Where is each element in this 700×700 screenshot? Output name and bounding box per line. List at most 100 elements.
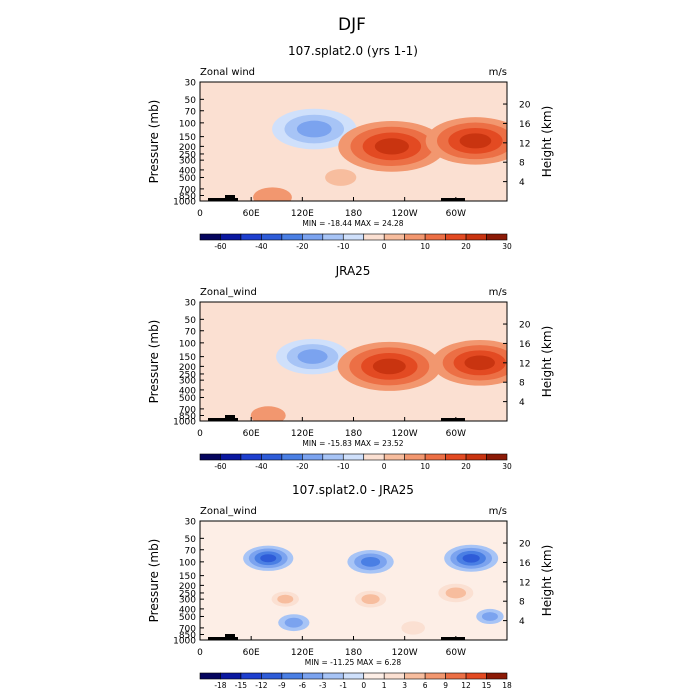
colorbar-box bbox=[486, 453, 508, 461]
p-tick-label: 250 bbox=[179, 150, 196, 160]
contour-region bbox=[433, 401, 462, 417]
colorbar-box bbox=[199, 672, 221, 680]
topography bbox=[441, 418, 465, 421]
colorbar-label: 12 bbox=[461, 681, 471, 690]
p-tick-label: 250 bbox=[179, 370, 196, 380]
colorbar-box bbox=[220, 453, 242, 461]
p-tick-label: 300 bbox=[179, 596, 196, 606]
p-tick-label: 150 bbox=[179, 133, 196, 143]
colorbar-box bbox=[199, 233, 221, 241]
p-tick-label: 1000 bbox=[173, 637, 196, 647]
colorbar-box bbox=[220, 233, 242, 241]
contour-region bbox=[372, 358, 406, 375]
x-tick-label: 120W bbox=[392, 429, 418, 439]
colorbar-box bbox=[486, 233, 508, 241]
p-tick-label: 400 bbox=[179, 605, 196, 615]
contour-region bbox=[481, 612, 498, 621]
y2-axis-label: Height (km) bbox=[540, 326, 554, 397]
field-background bbox=[200, 521, 507, 640]
colorbar-box bbox=[465, 453, 487, 461]
colorbar-box bbox=[281, 233, 303, 241]
units-label: m/s bbox=[489, 506, 507, 517]
p-tick-label: 200 bbox=[179, 143, 196, 153]
colorbar-label: -6 bbox=[299, 681, 307, 690]
height-tick-label: 12 bbox=[519, 139, 530, 149]
colorbar-box bbox=[302, 233, 324, 241]
x-tick-label: 60W bbox=[446, 429, 466, 439]
p-tick-label: 30 bbox=[185, 518, 197, 528]
p-tick-label: 150 bbox=[179, 353, 196, 363]
p-tick-label: 30 bbox=[185, 79, 197, 89]
panel-title: JRA25 bbox=[335, 264, 371, 278]
height-tick-label: 4 bbox=[519, 178, 525, 188]
colorbar-label: 10 bbox=[420, 242, 430, 251]
x-tick-label: 180 bbox=[345, 209, 362, 219]
colorbar-label: -15 bbox=[235, 681, 247, 690]
height-tick-label: 8 bbox=[519, 379, 525, 389]
colorbar-label: -60 bbox=[214, 242, 226, 251]
p-tick-label: 30 bbox=[185, 299, 197, 309]
colorbar-box bbox=[302, 453, 324, 461]
field-contours bbox=[253, 108, 507, 201]
p-tick-label: 200 bbox=[179, 582, 196, 592]
colorbar-box bbox=[322, 233, 344, 241]
x-tick-label: 60E bbox=[243, 648, 260, 658]
p-tick-label: 500 bbox=[179, 394, 196, 404]
height-tick-label: 16 bbox=[519, 120, 531, 130]
colorbar-box bbox=[220, 672, 242, 680]
colorbar-label: -40 bbox=[255, 242, 267, 251]
p-tick-label: 50 bbox=[185, 535, 197, 545]
contour-region bbox=[445, 587, 467, 599]
colorbar-label: -10 bbox=[337, 462, 349, 471]
colorbar-label: 0 bbox=[382, 242, 387, 251]
contour-region bbox=[361, 556, 381, 567]
contour-region bbox=[448, 177, 480, 195]
colorbar-label: 30 bbox=[502, 462, 512, 471]
colorbar-box bbox=[445, 453, 467, 461]
p-tick-label: 250 bbox=[179, 589, 196, 599]
colorbar-label: -12 bbox=[255, 681, 267, 690]
colorbar-box bbox=[240, 453, 262, 461]
figure-title: DJF bbox=[338, 15, 366, 35]
colorbar-label: 6 bbox=[423, 681, 428, 690]
colorbar-box bbox=[404, 672, 426, 680]
contour-region bbox=[284, 617, 303, 628]
p-tick-label: 100 bbox=[179, 339, 196, 349]
panel-title: 107.splat2.0 (yrs 1-1) bbox=[288, 44, 418, 58]
field-contours bbox=[250, 338, 507, 421]
field-contours bbox=[243, 544, 504, 635]
x-tick-label: 120E bbox=[291, 209, 314, 219]
colorbar-box bbox=[322, 672, 344, 680]
colorbar-label: -9 bbox=[278, 681, 286, 690]
colorbar-box bbox=[322, 453, 344, 461]
height-tick-label: 16 bbox=[519, 340, 531, 350]
colorbar-label: 0 bbox=[361, 681, 366, 690]
min-max-label: MIN = -11.25 MAX = 6.28 bbox=[305, 658, 402, 667]
colorbar-label: -10 bbox=[337, 242, 349, 251]
x-tick-label: 0 bbox=[197, 648, 203, 658]
min-max-label: MIN = -18.44 MAX = 24.28 bbox=[302, 219, 403, 228]
colorbar-box bbox=[363, 453, 385, 461]
p-tick-label: 500 bbox=[179, 174, 196, 184]
p-tick-label: 200 bbox=[179, 363, 196, 373]
p-tick-label: 150 bbox=[179, 572, 196, 582]
colorbar-label: 20 bbox=[461, 462, 471, 471]
height-tick-label: 12 bbox=[519, 359, 530, 369]
colorbar-label: 10 bbox=[420, 462, 430, 471]
colorbar-box bbox=[261, 233, 283, 241]
x-tick-label: 120E bbox=[291, 429, 314, 439]
p-tick-label: 700 bbox=[179, 405, 196, 415]
p-tick-label: 300 bbox=[179, 157, 196, 167]
height-tick-label: 4 bbox=[519, 398, 525, 408]
colorbar-box bbox=[465, 672, 487, 680]
p-tick-label: 850 bbox=[179, 631, 196, 641]
p-tick-label: 850 bbox=[179, 192, 196, 202]
colorbar-box bbox=[404, 233, 426, 241]
p-tick-label: 500 bbox=[179, 613, 196, 623]
p-tick-label: 400 bbox=[179, 386, 196, 396]
colorbar-box bbox=[302, 672, 324, 680]
colorbar-label: -20 bbox=[296, 242, 308, 251]
x-tick-label: 180 bbox=[345, 648, 362, 658]
topography bbox=[225, 195, 235, 198]
